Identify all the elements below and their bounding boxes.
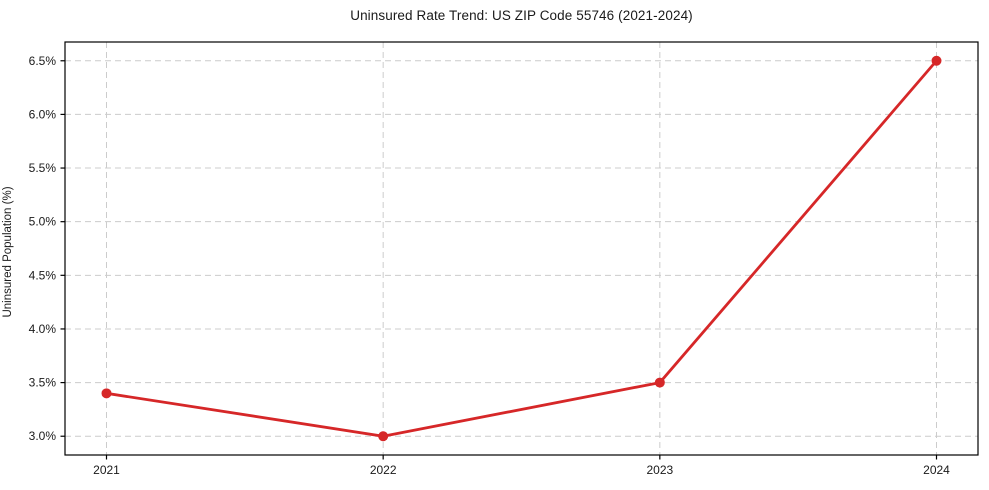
x-tick-label: 2022: [370, 463, 397, 477]
data-point-marker: [378, 431, 389, 442]
data-point-marker: [931, 55, 942, 66]
y-tick-label: 6.5%: [29, 54, 57, 68]
x-tick-label: 2024: [923, 463, 950, 477]
series-line: [105, 59, 938, 438]
y-tick-label: 3.5%: [29, 376, 57, 390]
data-point-marker: [101, 388, 112, 399]
y-tick-label: 4.0%: [29, 322, 57, 336]
y-tick-label: 5.0%: [29, 215, 57, 229]
axes-spines: [64, 41, 979, 456]
x-tick-label: 2021: [93, 463, 120, 477]
plot-area: [65, 42, 978, 455]
y-tick-label: 3.0%: [29, 429, 57, 443]
y-tick-label: 5.5%: [29, 161, 57, 175]
y-tick-label: 4.5%: [29, 268, 57, 282]
chart-title: Uninsured Rate Trend: US ZIP Code 55746 …: [350, 8, 693, 23]
data-point-marker: [654, 377, 665, 388]
y-tick-label: 6.0%: [29, 107, 57, 121]
x-tick-label: 2023: [646, 463, 673, 477]
